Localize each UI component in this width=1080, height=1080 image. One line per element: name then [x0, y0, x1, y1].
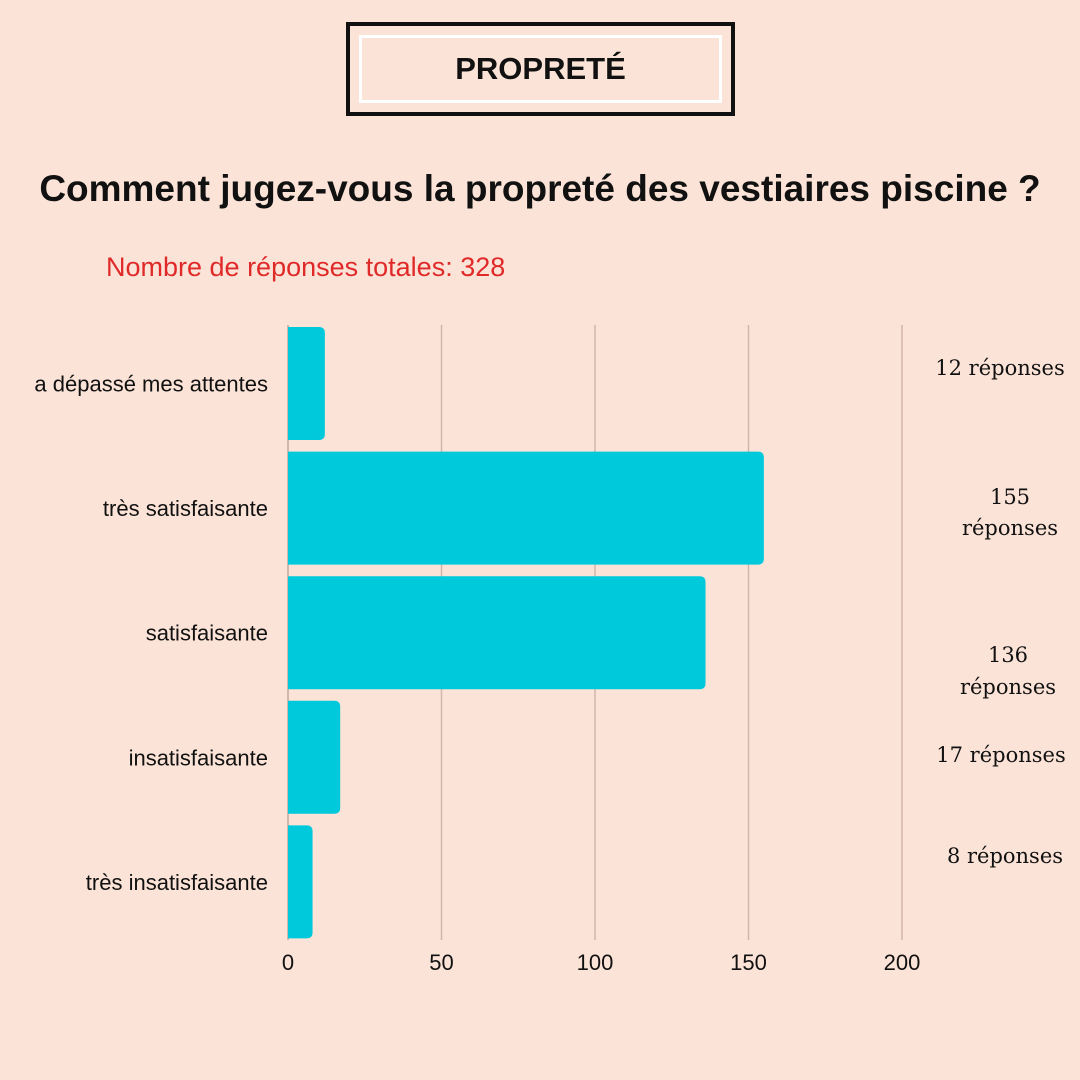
x-tick-100: 100	[577, 950, 614, 975]
category-label-1: a dépassé mes attentes	[34, 372, 268, 397]
bar-2	[288, 451, 764, 565]
count-label-3: 136 réponses	[960, 643, 1056, 699]
category-label-5: très insatisfaisante	[86, 870, 268, 895]
count-label-5: 8 réponses	[947, 844, 1063, 868]
title-badge: PROPRETÉ	[346, 22, 735, 116]
question-title: Comment jugez-vous la propreté des vesti…	[39, 168, 1041, 209]
count-label-3-line-1: 136	[988, 643, 1028, 667]
category-labels: a dépassé mes attentes très satisfaisante…	[34, 372, 268, 895]
count-label-1-line-1: 12 réponses	[935, 356, 1064, 380]
category-label-3: satisfaisante	[146, 621, 268, 646]
count-label-3-line-2: réponses	[960, 675, 1056, 699]
x-tick-labels: 0 50 100 150 200	[282, 950, 920, 975]
x-tick-0: 0	[282, 950, 294, 975]
badge-title: PROPRETÉ	[455, 51, 626, 86]
total-responses: Nombre de réponses totales: 328	[106, 252, 506, 282]
count-label-2-line-2: réponses	[962, 516, 1058, 540]
count-label-2-line-1: 155	[990, 485, 1030, 509]
bar-1	[288, 327, 325, 440]
count-label-2: 155 réponses	[962, 485, 1058, 540]
bar-4	[288, 700, 341, 814]
count-label-1: 12 réponses	[935, 356, 1064, 380]
count-label-4: 17 réponses	[936, 743, 1065, 767]
count-label-4-line-1: 17 réponses	[936, 743, 1065, 767]
bar-5	[288, 825, 313, 939]
x-tick-200: 200	[884, 950, 921, 975]
category-label-4: insatisfaisante	[129, 745, 268, 770]
x-tick-50: 50	[429, 950, 453, 975]
count-labels: 12 réponses 155 réponses 136 réponses 17 répo…	[935, 356, 1065, 868]
bar-3	[288, 576, 706, 690]
bars	[288, 327, 764, 939]
count-label-5-line-1: 8 réponses	[947, 844, 1063, 868]
x-tick-150: 150	[730, 950, 767, 975]
category-label-2: très satisfaisante	[103, 496, 268, 521]
title-badge-inner: PROPRETÉ	[359, 35, 722, 103]
